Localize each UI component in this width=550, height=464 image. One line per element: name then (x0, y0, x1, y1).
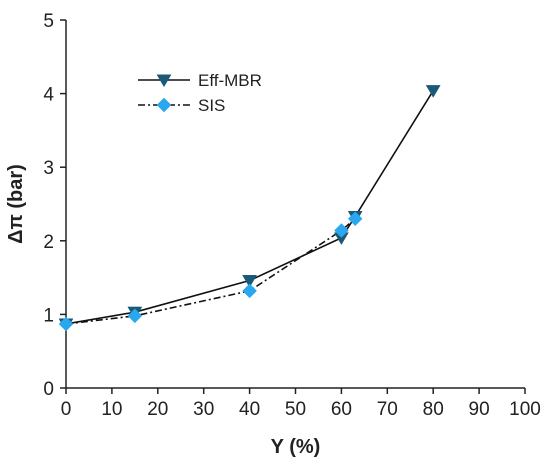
y-tick-label: 4 (43, 85, 54, 106)
x-tick-label: 30 (193, 399, 214, 420)
data-point (242, 275, 258, 288)
x-tick-label: 70 (377, 399, 398, 420)
x-tick-label: 10 (101, 399, 122, 420)
legend-label: Eff-MBR (198, 71, 262, 90)
data-point (425, 85, 441, 98)
y-tick-label: 3 (43, 158, 54, 179)
y-tick-label: 5 (43, 11, 54, 32)
data-point (334, 223, 349, 238)
x-tick-label: 0 (61, 399, 72, 420)
series-line (65, 90, 434, 325)
legend-marker (156, 97, 172, 113)
data-point (127, 308, 143, 324)
y-tick-label: 0 (43, 379, 54, 400)
legend-item: SIS (138, 96, 225, 115)
data-point (58, 316, 74, 332)
x-tick-label: 40 (239, 399, 260, 420)
x-axis-title: Y (%) (271, 436, 321, 458)
series-eff-mbr (65, 90, 434, 325)
legend: Eff-MBR SIS (138, 71, 262, 115)
ticks: 0 10 20 30 40 50 60 70 80 90 100 0 1 2 3 4 5 (43, 11, 540, 420)
data-point (347, 211, 363, 227)
series-layer (58, 85, 441, 332)
series-markers-sis (58, 211, 363, 332)
legend-item: Eff-MBR (138, 71, 262, 90)
x-tick-label: 60 (331, 399, 352, 420)
axes (65, 20, 525, 389)
y-axis-title: Δπ (bar) (5, 164, 27, 244)
y-tick-label: 1 (43, 305, 54, 326)
x-tick-label: 50 (285, 399, 306, 420)
x-tick-label: 20 (147, 399, 168, 420)
data-point (242, 283, 257, 299)
x-tick-label: 100 (509, 399, 541, 420)
y-tick-label: 2 (43, 232, 54, 253)
x-tick-label: 80 (423, 399, 444, 420)
legend-label: SIS (198, 96, 225, 115)
series-line (65, 218, 356, 325)
series-sis (65, 218, 356, 325)
legend-marker (156, 74, 172, 88)
x-tick-label: 90 (469, 399, 490, 420)
